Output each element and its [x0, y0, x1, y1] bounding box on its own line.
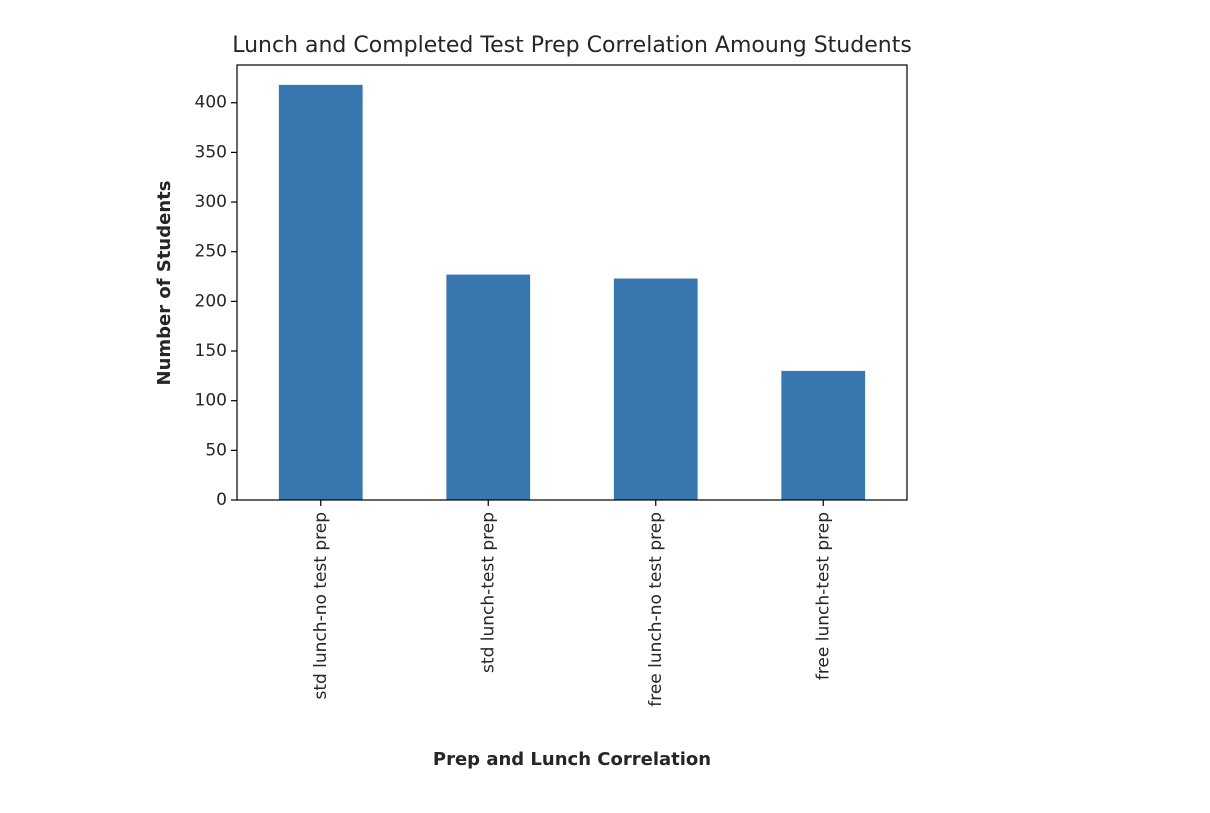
y-tick-label: 300 — [195, 192, 227, 212]
y-tick-label: 150 — [195, 341, 227, 361]
chart-title: Lunch and Completed Test Prep Correlatio… — [232, 33, 912, 58]
y-tick-label: 400 — [195, 93, 227, 113]
bar-2 — [446, 274, 531, 500]
y-tick-label: 250 — [195, 242, 227, 262]
y-axis-ticks: 0 50 100 150 200 250 300 350 400 — [195, 93, 237, 510]
y-axis-label: Number of Students — [154, 181, 175, 386]
y-tick-label: 0 — [216, 490, 227, 510]
x-tick-label: free lunch-test prep — [813, 512, 833, 680]
x-axis-ticks: std lunch-no test prep std lunch-test pre… — [311, 500, 833, 707]
bar-group — [278, 84, 866, 501]
plot-frame — [236, 64, 908, 501]
bar-4 — [781, 370, 866, 500]
x-tick-label: std lunch-no test prep — [311, 512, 331, 700]
x-tick-label: std lunch-test prep — [478, 512, 498, 673]
y-tick-label: 100 — [195, 391, 227, 411]
y-tick-label: 200 — [195, 291, 227, 311]
x-axis-label: Prep and Lunch Correlation — [433, 749, 711, 770]
x-tick-label: free lunch-no test prep — [646, 512, 666, 707]
bar-3 — [613, 278, 698, 500]
bar-1 — [278, 84, 363, 501]
y-tick-label: 50 — [205, 440, 227, 460]
y-tick-label: 350 — [195, 142, 227, 162]
